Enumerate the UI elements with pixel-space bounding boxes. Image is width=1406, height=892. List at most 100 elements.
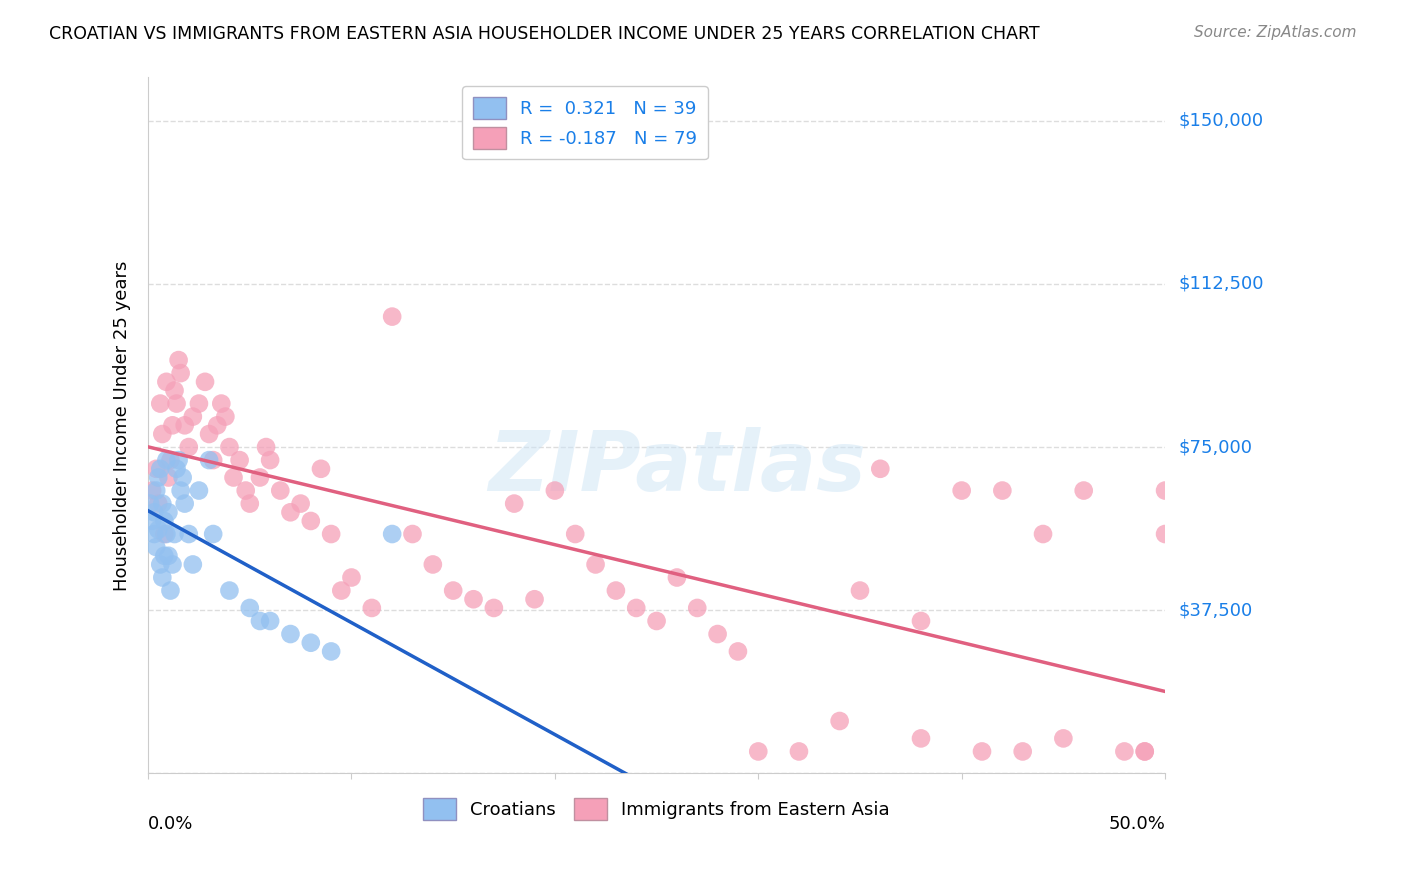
Point	[143, 527, 166, 541]
Point	[910, 731, 932, 746]
Point	[172, 470, 194, 484]
Point	[148, 523, 170, 537]
Point	[173, 418, 195, 433]
Point	[167, 453, 190, 467]
Point	[401, 527, 423, 541]
Point	[173, 497, 195, 511]
Point	[686, 601, 709, 615]
Point	[360, 601, 382, 615]
Point	[149, 462, 172, 476]
Point	[585, 558, 607, 572]
Point	[157, 505, 180, 519]
Point	[564, 527, 586, 541]
Point	[849, 583, 872, 598]
Point	[155, 453, 177, 467]
Point	[1011, 744, 1033, 758]
Point	[163, 527, 186, 541]
Point	[727, 644, 749, 658]
Point	[177, 527, 200, 541]
Point	[239, 497, 262, 511]
Point	[1114, 744, 1136, 758]
Point	[159, 583, 181, 598]
Point	[299, 514, 322, 528]
Point	[381, 527, 404, 541]
Point	[141, 483, 163, 498]
Point	[145, 540, 167, 554]
Point	[145, 483, 167, 498]
Text: $37,500: $37,500	[1180, 601, 1253, 619]
Point	[1052, 731, 1074, 746]
Point	[991, 483, 1014, 498]
Point	[1164, 731, 1187, 746]
Point	[169, 366, 191, 380]
Point	[153, 549, 176, 563]
Point	[706, 627, 728, 641]
Point	[153, 527, 176, 541]
Point	[259, 453, 281, 467]
Point	[198, 453, 221, 467]
Point	[747, 744, 769, 758]
Point	[194, 375, 217, 389]
Point	[141, 514, 163, 528]
Point	[143, 505, 166, 519]
Text: $150,000: $150,000	[1180, 112, 1264, 130]
Point	[149, 558, 172, 572]
Point	[149, 396, 172, 410]
Point	[249, 614, 271, 628]
Point	[150, 570, 173, 584]
Point	[523, 592, 546, 607]
Point	[148, 470, 170, 484]
Point	[228, 453, 250, 467]
Point	[214, 409, 236, 424]
Point	[309, 462, 332, 476]
Point	[1154, 483, 1177, 498]
Point	[330, 583, 353, 598]
Text: ZIPatlas: ZIPatlas	[488, 426, 866, 508]
Point	[321, 527, 343, 541]
Point	[970, 744, 993, 758]
Point	[162, 418, 184, 433]
Point	[280, 627, 302, 641]
Point	[218, 440, 240, 454]
Point	[187, 483, 209, 498]
Point	[665, 570, 688, 584]
Point	[202, 527, 225, 541]
Text: $75,000: $75,000	[1180, 438, 1253, 456]
Point	[139, 497, 162, 511]
Text: Source: ZipAtlas.com: Source: ZipAtlas.com	[1194, 25, 1357, 40]
Point	[503, 497, 526, 511]
Point	[155, 375, 177, 389]
Text: 50.0%: 50.0%	[1108, 815, 1166, 833]
Point	[155, 527, 177, 541]
Point	[280, 505, 302, 519]
Point	[177, 440, 200, 454]
Point	[645, 614, 668, 628]
Point	[626, 601, 648, 615]
Point	[157, 549, 180, 563]
Point	[869, 462, 891, 476]
Legend: Croatians, Immigrants from Eastern Asia: Croatians, Immigrants from Eastern Asia	[416, 790, 897, 827]
Point	[207, 418, 229, 433]
Point	[1154, 527, 1177, 541]
Point	[828, 714, 851, 728]
Point	[544, 483, 567, 498]
Point	[162, 558, 184, 572]
Point	[482, 601, 505, 615]
Point	[259, 614, 281, 628]
Point	[422, 558, 444, 572]
Point	[1133, 744, 1156, 758]
Point	[209, 396, 232, 410]
Point	[181, 558, 204, 572]
Point	[235, 483, 257, 498]
Text: $112,500: $112,500	[1180, 275, 1264, 293]
Point	[269, 483, 291, 498]
Y-axis label: Householder Income Under 25 years: Householder Income Under 25 years	[114, 260, 131, 591]
Point	[187, 396, 209, 410]
Point	[290, 497, 312, 511]
Point	[145, 462, 167, 476]
Point	[1073, 483, 1095, 498]
Point	[166, 462, 188, 476]
Point	[163, 384, 186, 398]
Point	[605, 583, 627, 598]
Point	[167, 353, 190, 368]
